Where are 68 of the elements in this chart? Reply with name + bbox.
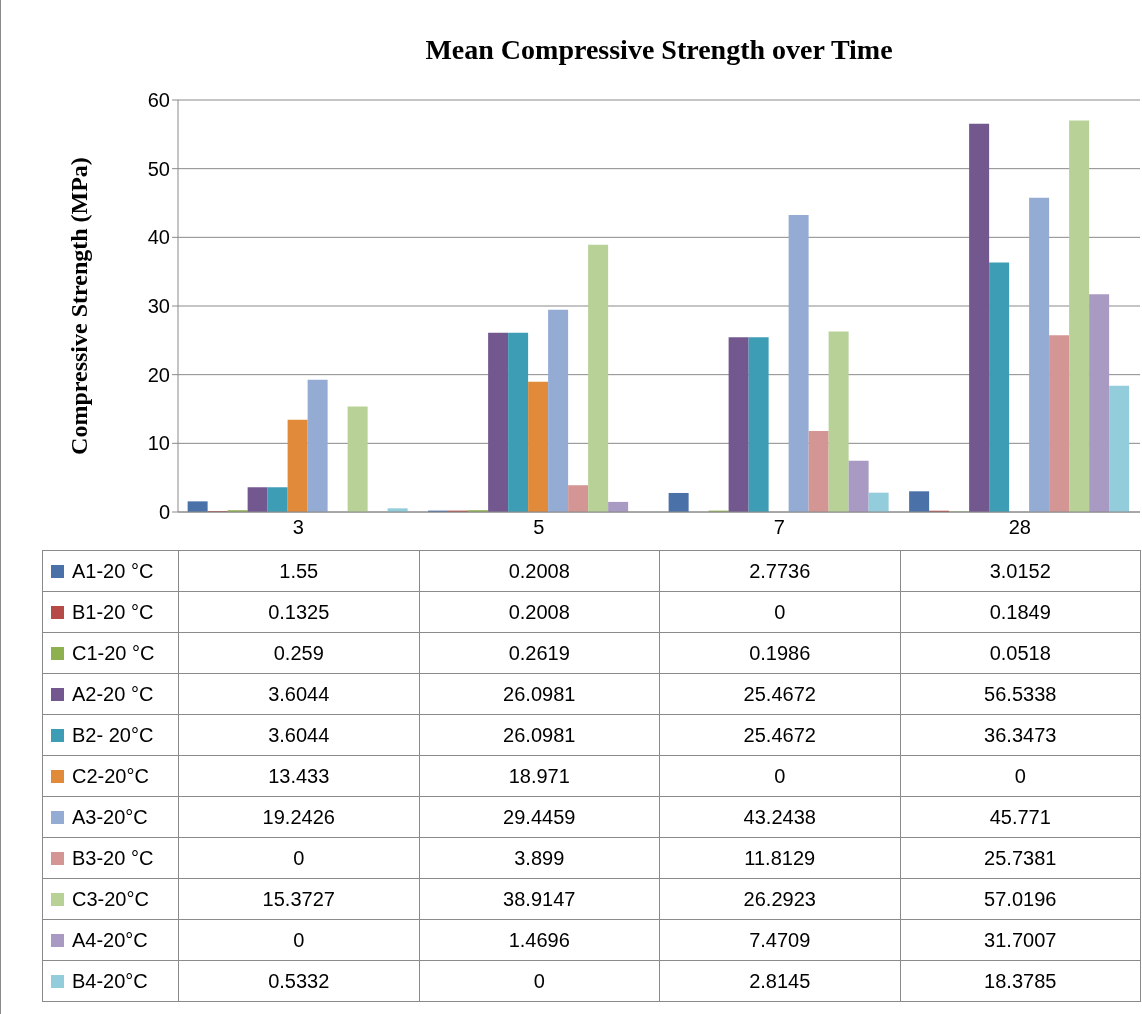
x-tick-label: 5	[533, 516, 545, 539]
data-label: 0.1325	[179, 592, 420, 633]
data-label: 45.771	[900, 797, 1141, 838]
data-label: 25.4672	[660, 715, 901, 756]
data-label: 26.0981	[419, 674, 660, 715]
legend-label: C2-20°C	[72, 764, 149, 788]
data-label: 0.2619	[419, 633, 660, 674]
data-label: 26.2923	[660, 879, 901, 920]
data-label: 43.2438	[660, 797, 901, 838]
legend-label: B4-20°C	[72, 969, 148, 993]
data-label: 25.7381	[900, 838, 1141, 879]
data-label: 2.8145	[660, 961, 901, 1002]
data-label: 0.259	[179, 633, 420, 674]
data-label: 0.1986	[660, 633, 901, 674]
y-tick-label: 60	[147, 89, 170, 112]
y-tick-label: 10	[147, 432, 170, 455]
legend-label: A1-20 °C	[72, 559, 154, 583]
y-tick-label: 40	[147, 226, 170, 249]
y-tick-label: 0	[158, 501, 170, 524]
data-label: 18.971	[419, 756, 660, 797]
data-label: 3.6044	[179, 674, 420, 715]
data-label: 3.6044	[179, 715, 420, 756]
data-label: 19.2426	[179, 797, 420, 838]
data-label: 0.2008	[419, 551, 660, 592]
data-label: 38.9147	[419, 879, 660, 920]
legend-label: B2- 20°C	[72, 723, 154, 747]
data-label: 0	[419, 961, 660, 1002]
data-label: 0	[900, 756, 1141, 797]
data-label: 0.2008	[419, 592, 660, 633]
data-label: 0	[660, 756, 901, 797]
x-tick-label: 7	[773, 516, 785, 539]
data-label: 57.0196	[900, 879, 1141, 920]
data-label: 1.4696	[419, 920, 660, 961]
x-tick-label: 3	[292, 516, 304, 539]
data-label: 13.433	[179, 756, 420, 797]
y-tick-label: 30	[147, 295, 170, 318]
data-label: 25.4672	[660, 674, 901, 715]
data-label: 1.55	[179, 551, 420, 592]
data-label: 15.3727	[179, 879, 420, 920]
data-label: 11.8129	[660, 838, 901, 879]
x-tick-label: 28	[1008, 516, 1031, 539]
data-label: 0.0518	[900, 633, 1141, 674]
data-label: 0	[179, 838, 420, 879]
y-axis-title: Compressive Strength (MPa)	[65, 157, 92, 455]
data-label: 56.5338	[900, 674, 1141, 715]
chart-title: Mean Compressive Strength over Time	[424, 34, 894, 66]
data-label: 7.4709	[660, 920, 901, 961]
data-label: 2.7736	[660, 551, 901, 592]
legend-label: A4-20°C	[72, 928, 148, 952]
data-label: 0.5332	[179, 961, 420, 1002]
data-label: 31.7007	[900, 920, 1141, 961]
legend-label: C3-20°C	[72, 887, 149, 911]
data-label: 0.1849	[900, 592, 1141, 633]
data-label: 26.0981	[419, 715, 660, 756]
data-label: 0	[179, 920, 420, 961]
legend-label: A3-20°C	[72, 805, 148, 829]
data-label: 0	[660, 592, 901, 633]
legend-label: C1-20 °C	[72, 641, 155, 665]
y-tick-label: 20	[147, 363, 170, 386]
data-label: 29.4459	[419, 797, 660, 838]
data-label: 18.3785	[900, 961, 1141, 1002]
data-label: 36.3473	[900, 715, 1141, 756]
data-label: 3.0152	[900, 551, 1141, 592]
legend-label: B3-20 °C	[72, 846, 154, 870]
legend-label: A2-20 °C	[72, 682, 154, 706]
legend-label: B1-20 °C	[72, 600, 154, 624]
data-label: 3.899	[419, 838, 660, 879]
y-tick-label: 50	[147, 157, 170, 180]
